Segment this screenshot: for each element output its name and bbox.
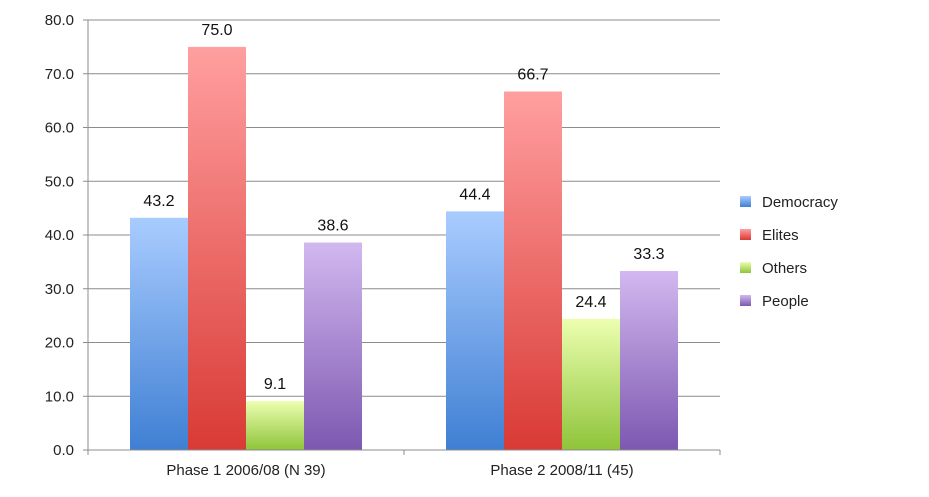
legend-swatch-elites: [740, 229, 751, 240]
y-tick-label: 20.0: [45, 335, 74, 352]
data-label: 43.2: [143, 193, 174, 210]
y-tick-label: 60.0: [45, 120, 74, 137]
bar-elites-2: [504, 91, 562, 451]
axes: [83, 19, 721, 455]
x-category-label: Phase 1 2006/08 (N 39): [166, 462, 325, 479]
x-category-label: Phase 2 2008/11 (45): [490, 462, 633, 479]
legend-label-people: People: [762, 293, 809, 310]
data-label: 75.0: [201, 22, 232, 39]
y-tick-label: 40.0: [45, 227, 74, 244]
y-tick-label: 50.0: [45, 173, 74, 190]
legend: Democracy Elites Others People: [740, 194, 838, 310]
bar-democracy-2: [446, 211, 504, 450]
bar-elites-1: [188, 46, 246, 450]
legend-swatch-others: [740, 262, 751, 273]
legend-swatch-people: [740, 295, 751, 306]
data-label: 66.7: [517, 66, 548, 83]
data-label: 33.3: [633, 246, 664, 263]
bar-others-2: [562, 318, 620, 450]
y-tick-label: 10.0: [45, 388, 74, 405]
bar-people-2: [620, 271, 678, 450]
bar-democracy-1: [130, 217, 188, 450]
bars: [130, 46, 678, 451]
legend-swatch-democracy: [740, 196, 751, 207]
y-tick-label: 80.0: [45, 12, 74, 29]
legend-label-others: Others: [762, 260, 807, 277]
data-label: 44.4: [459, 186, 490, 203]
y-axis-tick-labels: 0.0 10.0 20.0 30.0 40.0 50.0 60.0 70.0 80.0: [45, 12, 74, 459]
data-label: 9.1: [264, 376, 286, 393]
bar-people-1: [304, 242, 362, 450]
y-tick-label: 0.0: [53, 442, 74, 459]
bar-others-1: [246, 401, 304, 450]
data-label: 38.6: [317, 218, 348, 235]
legend-label-elites: Elites: [762, 227, 799, 244]
legend-label-democracy: Democracy: [762, 194, 838, 211]
data-label: 24.4: [575, 294, 606, 311]
y-tick-label: 70.0: [45, 66, 74, 83]
y-tick-label: 30.0: [45, 281, 74, 298]
data-labels: 43.2 75.0 9.1 38.6 44.4 66.7 24.4 33.3: [143, 22, 664, 393]
x-axis-category-labels: Phase 1 2006/08 (N 39) Phase 2 2008/11 (4…: [166, 462, 633, 479]
